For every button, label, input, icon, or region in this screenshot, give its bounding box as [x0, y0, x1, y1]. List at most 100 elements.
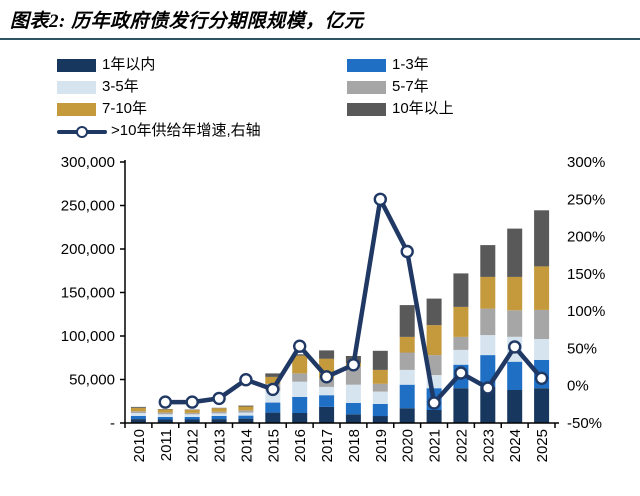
legend-label: 5-7年: [392, 78, 429, 95]
bar-segment: [157, 412, 173, 415]
legend-label: 1-3年: [392, 56, 429, 73]
y-axis-right-label: 200%: [567, 229, 605, 246]
bar-segment: [130, 419, 146, 423]
bar-segment: [184, 413, 200, 415]
x-axis-label: 2019: [373, 429, 390, 462]
axes: [120, 160, 559, 428]
y-axis-right-label: 50%: [567, 340, 597, 357]
bar-segment: [211, 411, 227, 414]
legend-item: 7-10年: [57, 101, 261, 116]
data-point-marker: [427, 396, 441, 410]
bar-segment: [184, 414, 200, 417]
bar-segment: [265, 376, 281, 384]
bar-segment: [157, 414, 173, 417]
bar-group-2024: [507, 228, 523, 423]
bar-segment: [292, 355, 308, 374]
bar-segment: [265, 412, 281, 423]
bar-segment: [372, 403, 388, 417]
bar-segment: [130, 406, 146, 408]
legend-item: 5-7年: [347, 78, 454, 95]
bar-group-2012: [184, 409, 200, 423]
bar-segment: [238, 405, 254, 407]
bar-segment: [507, 361, 523, 390]
chart-title: 图表2: 历年政府债发行分期限规模，亿元: [10, 11, 364, 32]
bar-segment: [507, 389, 523, 423]
data-point-marker: [346, 358, 361, 372]
bar-segment: [507, 276, 523, 311]
y-axis-left-label: 150,000: [61, 285, 115, 302]
x-axis-label: 2018: [346, 429, 363, 462]
bar-segment: [399, 384, 415, 409]
bar-group-2017: [319, 350, 335, 423]
bar-segment: [238, 406, 254, 411]
y-axis-right-label: 100%: [567, 303, 605, 320]
x-axis-label: 2017: [319, 429, 336, 462]
data-point-marker: [481, 381, 495, 395]
bar-group-2019: [372, 350, 388, 423]
x-axis-label: 2012: [185, 429, 202, 462]
bar-group-2016: [292, 354, 308, 423]
bar-segment: [399, 408, 415, 423]
legend-column-left: 1年以内 3-5年 7-10年 >10年供给年增速,右轴: [57, 56, 261, 138]
bar-segment: [372, 416, 388, 423]
bar-group-2022: [453, 273, 469, 423]
y-axis-left-label: 100,000: [61, 328, 115, 345]
bar-segment: [130, 407, 146, 412]
y-axis-right-label: 150%: [567, 266, 605, 283]
bar-segment: [292, 381, 308, 397]
y-axis-left-label: -: [110, 415, 115, 432]
legend-swatch: [347, 102, 386, 116]
bar-segment: [453, 306, 469, 337]
x-axis-label: 2022: [453, 429, 470, 462]
y-axis-left-label: 50,000: [69, 372, 115, 389]
legend-label: 10年以上: [392, 100, 454, 117]
bar-segment: [480, 308, 496, 336]
bar-segment: [157, 416, 173, 420]
bar-segment: [211, 419, 227, 423]
bar-segment: [426, 298, 442, 326]
bar-segment: [238, 412, 254, 416]
y-axis-right-label: -50%: [567, 415, 602, 432]
legend-swatch: [57, 58, 96, 72]
bar-segment: [480, 386, 496, 423]
bar-segment: [265, 373, 281, 377]
bar-segment: [426, 409, 442, 423]
bar-segment: [319, 406, 335, 423]
bar-group-2013: [211, 407, 227, 423]
bar-segment: [345, 384, 361, 403]
bar-segment: [319, 395, 335, 407]
bar-segment: [157, 419, 173, 423]
bar-segment: [238, 410, 254, 413]
bar-segment: [130, 411, 146, 413]
bar-segment: [372, 391, 388, 404]
legend-swatch: [57, 102, 96, 116]
chart-canvas: - 50,000 100,000 150,000 200,000 250,000 300,0…: [0, 150, 640, 496]
bar-segment: [157, 409, 173, 413]
bar-segment: [372, 350, 388, 370]
bar-segment: [480, 335, 496, 356]
bar-segment: [399, 369, 415, 385]
bar-segment: [319, 350, 335, 359]
legend-label: 1年以内: [102, 56, 156, 73]
bar-segment: [292, 413, 308, 423]
bar-segment: [292, 396, 308, 413]
bar-segment: [453, 388, 469, 423]
bar-segment: [372, 383, 388, 392]
bar-segment: [507, 310, 523, 337]
bar-segment: [507, 228, 523, 277]
y-axis-right-label: 0%: [567, 378, 589, 395]
legend-column-right: 1-3年 5-7年 10年以上: [347, 56, 454, 117]
legend-item: 10年以上: [347, 100, 454, 117]
x-axis-label: 2013: [212, 429, 229, 462]
bar-segment: [426, 325, 442, 356]
bar-group-2014: [238, 405, 254, 423]
bar-segment: [292, 373, 308, 382]
legend-line-marker-icon: [57, 125, 107, 138]
bar-segment: [480, 276, 496, 309]
bar-segment: [345, 414, 361, 423]
x-axis-label: 2014: [238, 429, 255, 462]
data-point-marker: [400, 244, 414, 259]
data-point-marker: [508, 340, 522, 354]
y-axis-left-label: 200,000: [61, 241, 115, 258]
